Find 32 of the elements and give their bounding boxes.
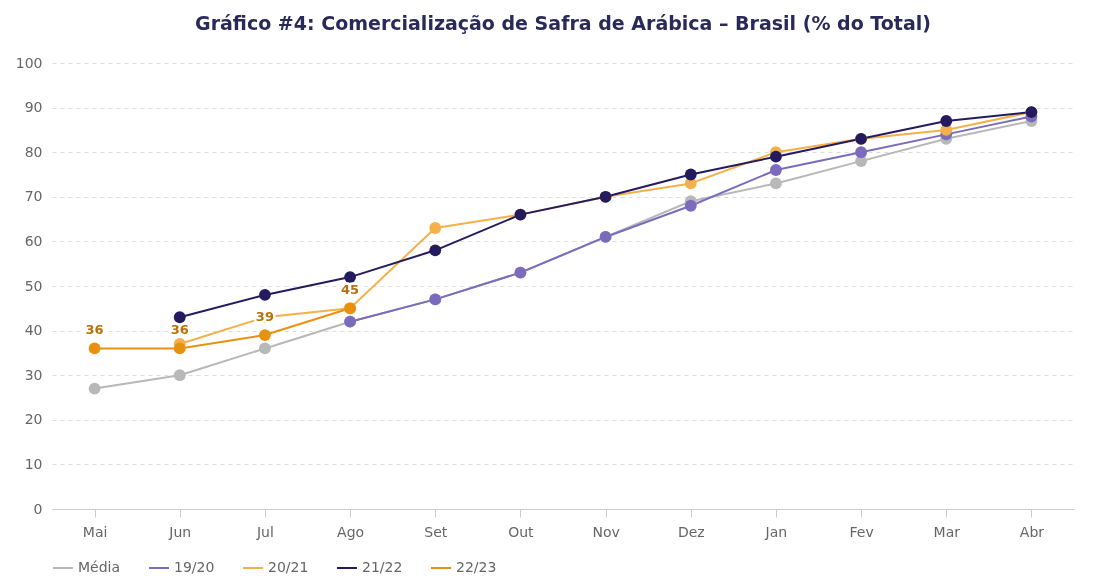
y-tick-label: 0 [33,500,43,517]
x-tick-label: Jul [255,523,274,540]
y-tick-label: 20 [24,411,43,428]
y-tick-label: 40 [24,322,43,339]
data-label: 36 [85,322,104,338]
y-tick-label: 70 [24,188,43,205]
x-tick-label: Abr [1019,523,1045,540]
x-tick-label: Fev [849,523,874,540]
y-tick-label: 30 [24,366,43,383]
y-tick-label: 50 [24,277,43,294]
legend-label: 20/21 [268,559,309,575]
y-tick-label: 80 [24,143,43,160]
x-tick-label: Out [508,523,535,540]
x-tick-label: Jun [168,523,192,540]
x-tick-label: Dez [677,523,705,540]
y-tick-label: 60 [24,232,43,249]
data-label: 45 [341,282,360,298]
legend-label: 19/20 [174,559,215,575]
y-tick-label: 90 [24,99,43,116]
legend-label: 22/23 [456,559,497,575]
x-tick-label: Set [424,523,448,540]
x-tick-label: Nov [592,523,620,540]
chart-title: Gráfico #4: Comercialização de Safra de Arábica – Brasil (% do Total) [195,12,931,34]
x-tick-label: Ago [337,523,365,540]
y-tick-label: 10 [24,455,43,472]
x-tick-label: Mai [82,523,108,540]
x-tick-label: Jan [764,523,788,540]
data-label: 36 [170,322,189,338]
legend-label: Média [78,559,121,575]
x-tick-label: Mar [933,523,961,540]
y-tick-label: 100 [15,54,43,71]
legend-label: 21/22 [362,559,403,575]
